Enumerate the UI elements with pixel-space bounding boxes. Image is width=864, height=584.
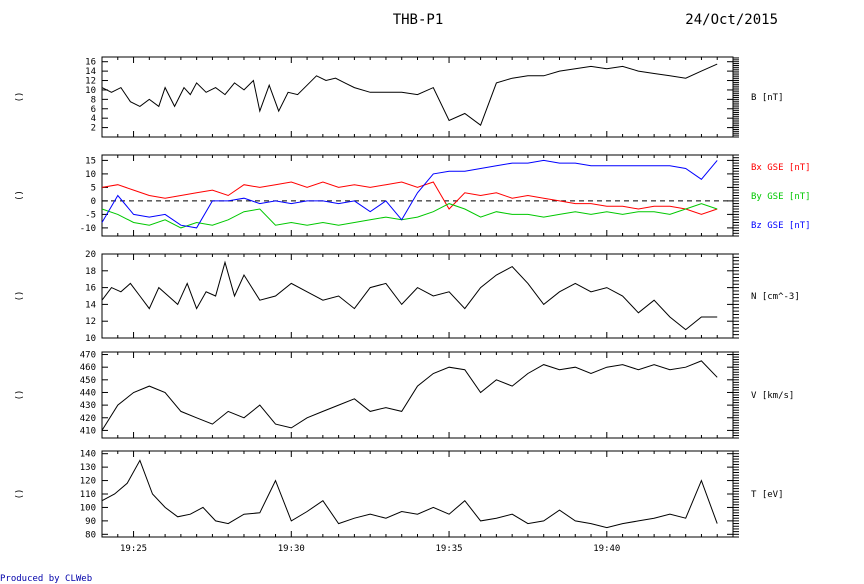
series-line-4-1 bbox=[101, 360, 718, 431]
y-tick-label: 410 bbox=[80, 426, 96, 436]
series-line-1-1 bbox=[101, 63, 718, 126]
y-tick-label: 5 bbox=[91, 183, 96, 193]
panel-frame bbox=[101, 351, 734, 439]
y-tick-label: -10 bbox=[80, 224, 96, 234]
legend-entry-1: Bx GSE [nT] bbox=[751, 163, 811, 173]
y-tick-label: 430 bbox=[80, 401, 96, 411]
y-tick-label: 80 bbox=[85, 530, 96, 540]
y-tick-label: 12 bbox=[85, 317, 96, 327]
x-tick-label: 19:40 bbox=[593, 544, 620, 554]
y-tick-label: -5 bbox=[85, 210, 96, 220]
y-tick-label: 10 bbox=[85, 170, 96, 180]
y-tick-label: 12 bbox=[85, 77, 96, 87]
y-tick-label: 18 bbox=[85, 267, 96, 277]
y-tick-label: 120 bbox=[80, 477, 96, 487]
panel-4: 410 420 430 440 450 460 470 () V [km/s] bbox=[15, 351, 794, 439]
x-tick-label: 19:30 bbox=[278, 544, 305, 554]
y-tick-label: 140 bbox=[80, 450, 96, 460]
y-tick-label: 2 bbox=[91, 124, 96, 134]
series-line-2-1 bbox=[101, 181, 718, 215]
y-axis-label: V [km/s] bbox=[751, 391, 794, 401]
panel-side-label: () bbox=[15, 291, 25, 302]
x-tick-label: 19:25 bbox=[120, 544, 147, 554]
y-tick-label: 90 bbox=[85, 517, 96, 527]
panel-side-label: () bbox=[15, 190, 25, 201]
y-tick-label: 440 bbox=[80, 388, 96, 398]
y-tick-label: 16 bbox=[85, 284, 96, 294]
y-tick-label: 10 bbox=[85, 86, 96, 96]
series-line-3-1 bbox=[101, 260, 718, 331]
y-tick-label: 15 bbox=[85, 156, 96, 166]
y-tick-label: 460 bbox=[80, 363, 96, 373]
panel-side-label: () bbox=[15, 390, 25, 401]
produced-by-credit: Produced by CLWeb bbox=[0, 574, 92, 584]
panel-side-label: () bbox=[15, 92, 25, 103]
y-tick-label: 130 bbox=[80, 463, 96, 473]
y-tick-label: 4 bbox=[91, 114, 96, 124]
series-line-5-1 bbox=[101, 459, 718, 529]
y-tick-label: 470 bbox=[80, 351, 96, 361]
panel-5: 80 90 100 110 120 130 140 () T [eV] bbox=[15, 450, 784, 541]
y-tick-label: 14 bbox=[85, 67, 96, 77]
panel-2: -10 -5 0 5 10 15 () Bx GSE [nT] By GSE [nT] Bz GS… bbox=[15, 154, 811, 237]
y-tick-label: 16 bbox=[85, 58, 96, 68]
y-axis-label: T [eV] bbox=[751, 490, 784, 500]
panel-side-label: () bbox=[15, 489, 25, 500]
legend-entry-2: By GSE [nT] bbox=[751, 192, 811, 202]
y-tick-label: 420 bbox=[80, 414, 96, 424]
y-tick-label: 6 bbox=[91, 105, 96, 115]
series-line-2-2 bbox=[101, 203, 718, 229]
y-tick-label: 8 bbox=[91, 95, 96, 105]
y-tick-label: 110 bbox=[80, 490, 96, 500]
y-tick-label: 0 bbox=[91, 197, 96, 207]
y-tick-label: 10 bbox=[85, 334, 96, 344]
series-line-2-3 bbox=[101, 159, 718, 229]
y-tick-label: 20 bbox=[85, 250, 96, 260]
panel-frame bbox=[101, 450, 734, 538]
x-axis-ticks: 19:25 19:30 19:35 19:40 bbox=[120, 544, 620, 554]
y-tick-label: 100 bbox=[80, 503, 96, 513]
y-tick-label: 14 bbox=[85, 300, 96, 310]
panel-3: 10 12 14 16 18 20 () N [cm^-3] bbox=[15, 250, 800, 344]
date-title: 24/Oct/2015 bbox=[685, 12, 778, 28]
y-axis-label: B [nT] bbox=[751, 93, 784, 103]
y-axis-label: N [cm^-3] bbox=[751, 292, 800, 302]
x-tick-label: 19:35 bbox=[436, 544, 463, 554]
panel-frame bbox=[101, 56, 734, 138]
y-tick-label: 450 bbox=[80, 376, 96, 386]
legend-entry-3: Bz GSE [nT] bbox=[751, 221, 811, 231]
panel-frame bbox=[101, 253, 734, 339]
panel-frame bbox=[101, 154, 734, 237]
spacecraft-title: THB-P1 bbox=[393, 12, 444, 28]
